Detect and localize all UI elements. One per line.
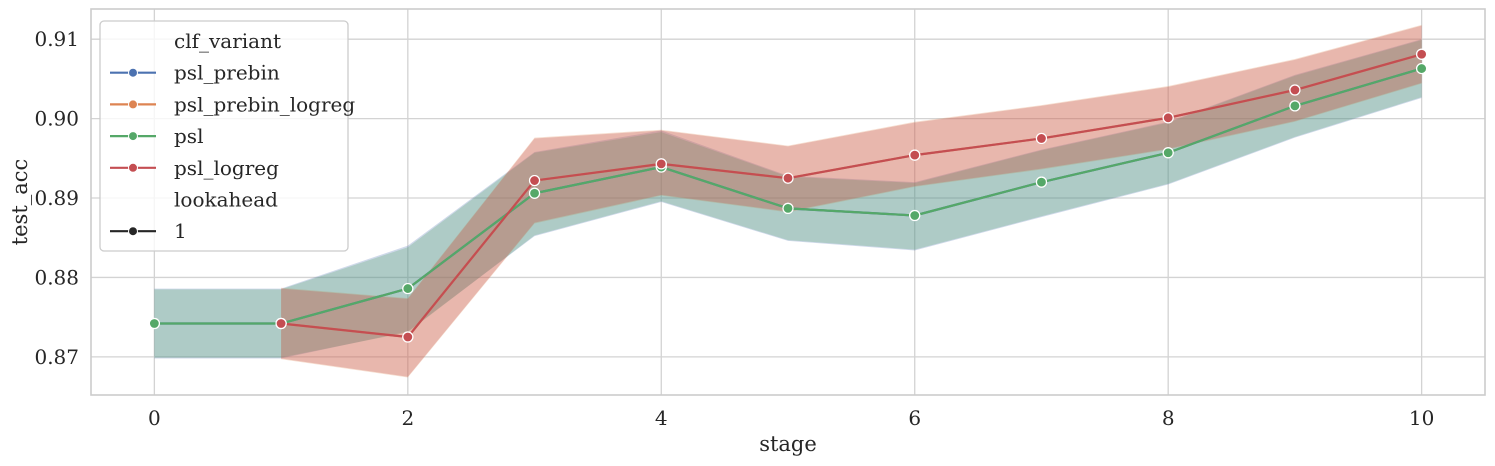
legend-label: psl_logreg [174,156,279,180]
x-tick-label: 6 [908,406,921,430]
y-tick-label: 0.88 [34,265,79,289]
data-point [528,187,541,199]
legend-label: psl_prebin_logreg [174,92,355,116]
data-point [402,282,414,295]
x-tick-label: 10 [1409,406,1434,430]
data-point [148,317,160,330]
data-point [1289,100,1301,112]
data-point [909,149,921,161]
legend-header: lookahead [174,188,278,212]
legend-header: clf_variant [174,29,281,53]
plot-frame [90,8,1486,396]
data-point [1162,112,1174,124]
data-point [782,172,794,184]
legend-marker [128,226,138,237]
x-tick-label: 4 [655,406,668,430]
data-point [1416,48,1428,60]
data-point [1035,132,1048,145]
data-point [1289,84,1301,96]
confidence-bands [154,24,1422,378]
legend-label: 1 [174,219,187,243]
data-point [1416,62,1428,75]
legend-marker [128,67,138,78]
legend-marker [128,162,138,173]
x-tick-labels: 0 2 4 6 8 10 [148,406,1434,430]
data-point [1035,176,1048,188]
data-point [655,158,667,170]
legend-label: psl_prebin [174,61,280,85]
legend-marker [128,99,138,110]
y-tick-label: 0.91 [34,27,79,51]
series-points [148,48,1428,343]
data-point [909,209,921,222]
y-axis-title: test_acc [8,159,32,246]
data-point [402,331,414,343]
x-axis-title: stage [759,432,817,456]
data-point [528,174,541,187]
x-tick-label: 0 [148,406,161,430]
y-tick-labels: 0.87 0.88 0.89 0.90 0.91 [34,27,79,369]
data-point [782,202,794,214]
y-tick-label: 0.87 [34,345,79,369]
legend-marker [128,131,138,142]
legend-box [99,20,349,252]
y-tick-label: 0.90 [34,107,79,131]
ci-band [281,25,1422,377]
legend-label: psl [174,124,203,148]
x-tick-label: 8 [1162,406,1175,430]
y-tick-label: 0.89 [34,186,79,210]
series-line [280,53,1422,339]
ci-band [154,39,1422,358]
ci-band [281,24,1422,378]
data-point [275,317,287,330]
data-point [1162,147,1174,159]
x-tick-label: 2 [401,406,414,430]
legend: clf_variant psl_prebin psl_prebin_logregps… [99,20,355,252]
ci-band [154,39,1422,359]
